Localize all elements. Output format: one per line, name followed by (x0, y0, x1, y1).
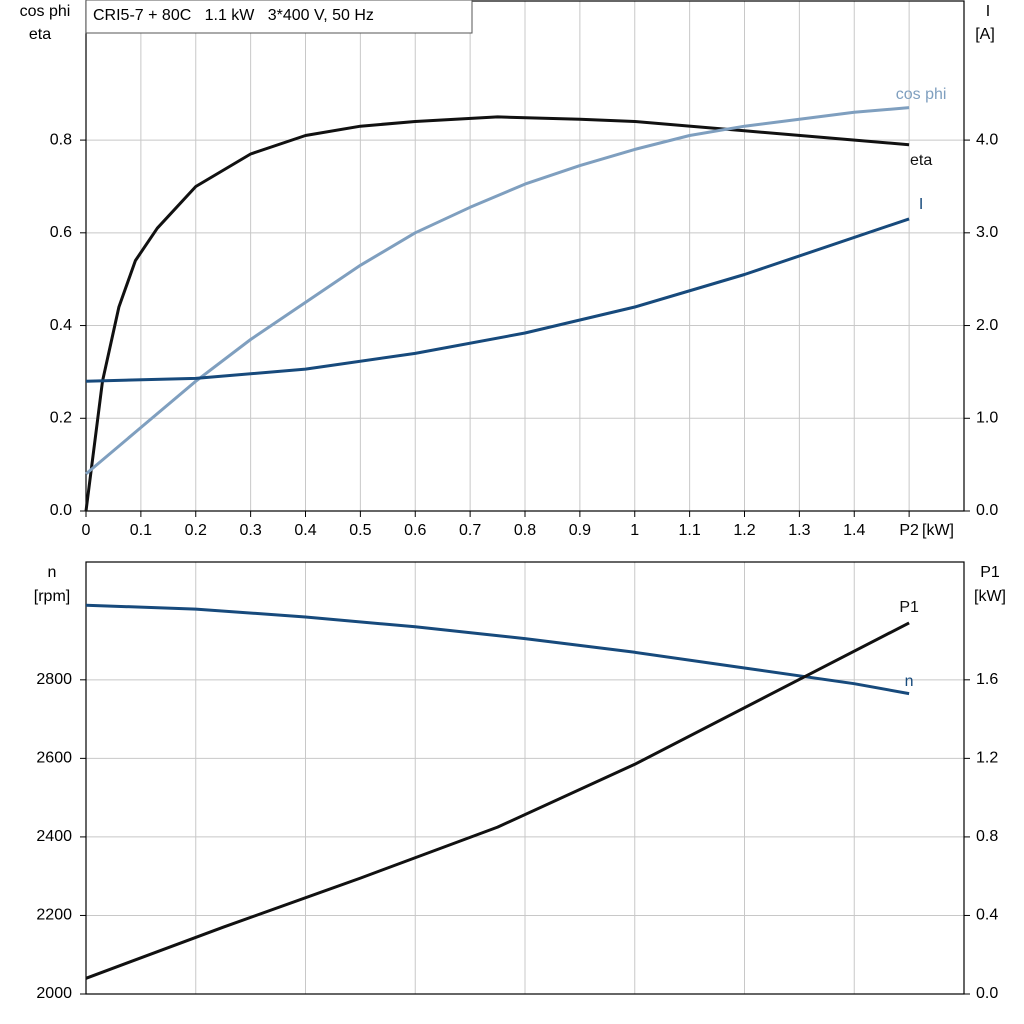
chart-title: CRI5-7 + 80C 1.1 kW 3*400 V, 50 Hz (93, 7, 374, 24)
x-tick-label: 0.2 (185, 522, 207, 539)
x-tick-label: 0 (82, 522, 91, 539)
series-line (85, 603, 910, 696)
x-tick-label: 1.2 (733, 522, 755, 539)
x-tick-label: P2 (899, 522, 919, 539)
x-tick-label: 0.3 (240, 522, 262, 539)
y-tick-label: 0.2 (50, 409, 72, 426)
y2-tick-label: 3.0 (976, 224, 998, 241)
y2-axis-label: I (986, 3, 990, 20)
series-label: n (905, 673, 914, 690)
x-tick-label: 0.8 (514, 522, 536, 539)
x-tick-label: 0.1 (130, 522, 152, 539)
y-axis-label: [rpm] (34, 588, 70, 605)
y-tick-label: 2600 (36, 750, 72, 767)
x-axis-label: [kW] (922, 522, 954, 539)
y-tick-label: 2800 (36, 671, 72, 688)
series-line (85, 217, 910, 383)
series-label: I (919, 196, 923, 213)
y-tick-label: 0.4 (50, 317, 72, 334)
title-box (85, 0, 473, 34)
y-tick-label: 2400 (36, 828, 72, 845)
x-tick-label: 0.9 (569, 522, 591, 539)
series-label: P1 (899, 599, 919, 616)
y-tick-label: 0.0 (50, 502, 72, 519)
x-tick-label: 1.4 (843, 522, 865, 539)
y2-tick-label: 0.4 (976, 907, 998, 924)
x-tick-label: 0.5 (349, 522, 371, 539)
y-axis-label: cos phi (20, 3, 71, 20)
y2-tick-label: 0.0 (976, 502, 998, 519)
series-label: cos phi (896, 86, 947, 103)
series-line (85, 621, 910, 980)
x-tick-label: 1.3 (788, 522, 810, 539)
y2-tick-label: 4.0 (976, 131, 998, 148)
y2-tick-label: 1.0 (976, 409, 998, 426)
y2-axis-label: [A] (975, 26, 995, 43)
x-tick-label: 0.7 (459, 522, 481, 539)
y2-tick-label: 1.6 (976, 671, 998, 688)
x-tick-label: 1 (630, 522, 639, 539)
y2-tick-label: 2.0 (976, 317, 998, 334)
series-line (84, 115, 910, 512)
y2-tick-label: 0.0 (976, 985, 998, 1002)
y-axis-label: n (48, 564, 57, 581)
y2-tick-label: 0.8 (976, 828, 998, 845)
series-label: eta (910, 152, 932, 169)
y-axis-label: eta (29, 26, 51, 43)
y-tick-label: 0.6 (50, 224, 72, 241)
x-tick-label: 0.4 (294, 522, 316, 539)
x-tick-label: 1.1 (679, 522, 701, 539)
series-line (85, 106, 910, 476)
y-tick-label: 0.8 (50, 131, 72, 148)
plot-frame (85, 561, 965, 995)
y2-axis-label: [kW] (974, 588, 1006, 605)
y2-tick-label: 1.2 (976, 750, 998, 767)
x-tick-label: 0.6 (404, 522, 426, 539)
y-tick-label: 2000 (36, 985, 72, 1002)
y-tick-label: 2200 (36, 907, 72, 924)
y2-axis-label: P1 (980, 564, 1000, 581)
